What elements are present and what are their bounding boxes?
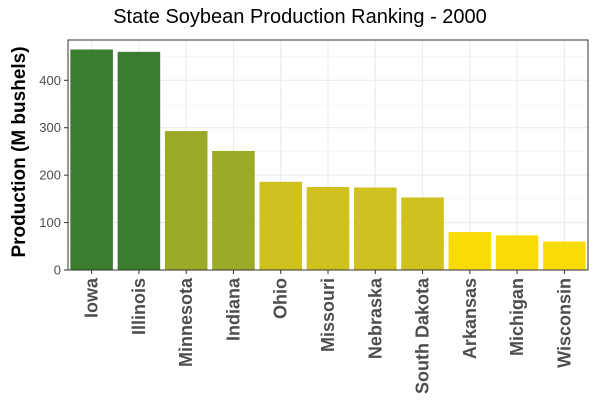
y-tick-label: 400 bbox=[39, 73, 61, 88]
x-tick-label: Ohio bbox=[271, 278, 291, 319]
y-tick-label: 0 bbox=[54, 263, 61, 278]
bar-south-dakota bbox=[401, 197, 444, 270]
x-tick-label: Illinois bbox=[129, 278, 149, 335]
x-tick-label: South Dakota bbox=[413, 277, 433, 394]
x-tick-label: Michigan bbox=[507, 278, 527, 356]
bar-arkansas bbox=[448, 232, 492, 270]
bar-illinois bbox=[117, 51, 161, 271]
x-tick-label: Iowa bbox=[82, 277, 102, 318]
bar-wisconsin bbox=[543, 241, 586, 270]
bar-minnesota bbox=[164, 131, 208, 270]
x-tick-label: Missouri bbox=[318, 278, 338, 352]
y-axis-title: Production (M bushels) bbox=[9, 46, 30, 257]
x-tick-label: Minnesota bbox=[176, 277, 196, 367]
bar-nebraska bbox=[354, 187, 397, 270]
x-tick-label: Nebraska bbox=[365, 277, 385, 359]
y-tick-label: 300 bbox=[39, 120, 61, 135]
bar-ohio bbox=[259, 181, 302, 270]
x-tick-label: Arkansas bbox=[460, 278, 480, 359]
chart-title: State Soybean Production Ranking - 2000 bbox=[113, 6, 487, 28]
y-tick-label: 200 bbox=[39, 168, 61, 183]
x-tick-label: Indiana bbox=[223, 277, 243, 341]
bar-iowa bbox=[70, 49, 113, 271]
bar-missouri bbox=[306, 187, 350, 270]
y-tick-label: 100 bbox=[39, 215, 61, 230]
x-tick-label: Wisconsin bbox=[554, 278, 574, 368]
bar-indiana bbox=[212, 150, 255, 270]
bar-michigan bbox=[495, 235, 539, 270]
